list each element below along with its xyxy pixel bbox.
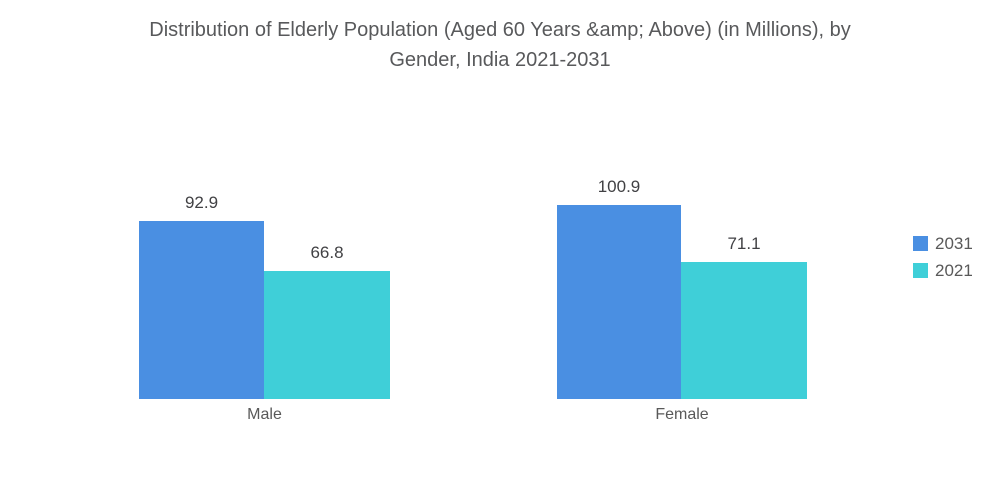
bar-unit-female-2021: 71.1 — [681, 234, 807, 399]
bar-unit-female-2031: 100.9 — [557, 177, 681, 399]
bar-male-2021 — [264, 271, 390, 399]
legend-item-2031: 2031 — [913, 230, 973, 257]
chart-title: Distribution of Elderly Population (Aged… — [0, 15, 1000, 75]
bar-unit-male-2031: 92.9 — [139, 193, 264, 399]
bar-value-label: 92.9 — [184, 193, 219, 212]
bar-value-label: 100.9 — [597, 177, 641, 196]
category-label-male: Male — [247, 406, 282, 423]
legend-swatch-2021 — [913, 263, 928, 278]
bar-female-2031 — [557, 205, 681, 399]
bar-value-label: 71.1 — [727, 234, 761, 253]
chart-title-line-1: Distribution of Elderly Population (Aged… — [149, 19, 851, 41]
bar-unit-male-2021: 66.8 — [264, 243, 390, 399]
legend-label-2031: 2031 — [935, 234, 973, 253]
category-label-female: Female — [655, 406, 709, 423]
bar-female-2021 — [681, 262, 807, 399]
legend-label-2021: 2021 — [935, 261, 973, 280]
bar-value-label: 66.8 — [310, 243, 344, 262]
chart-title-line-2: Gender, India 2021-2031 — [389, 49, 611, 71]
legend-swatch-2031 — [913, 236, 928, 251]
chart-legend: 2031 2021 — [913, 230, 973, 284]
legend-item-2021: 2021 — [913, 257, 973, 284]
bar-male-2031 — [139, 221, 264, 399]
